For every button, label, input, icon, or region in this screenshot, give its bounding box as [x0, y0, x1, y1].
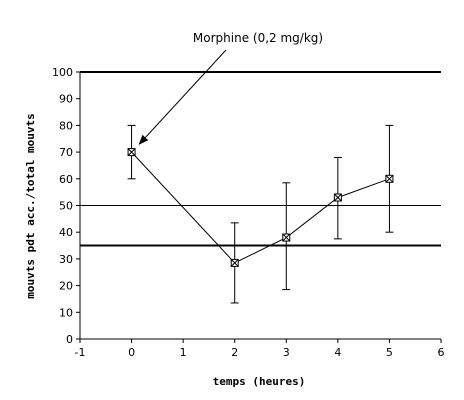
y-tick-label-1: 10 [59, 306, 73, 319]
x-tick-label-5: 4 [334, 346, 341, 359]
y-tick-label-3: 30 [59, 253, 73, 266]
y-axis-title: mouvts pdt acc./total mouvts [24, 113, 37, 298]
series-layer [127, 124, 394, 304]
y-tick-label-9: 90 [59, 93, 73, 106]
x-tick-label-7: 6 [438, 346, 445, 359]
y-tick-label-8: 80 [59, 119, 73, 132]
y-tick-label-0: 0 [66, 333, 73, 346]
annotation-arrow-0 [138, 49, 227, 145]
x-axis-title: temps (heures) [213, 375, 306, 388]
y-tick-label-5: 50 [59, 200, 73, 213]
y-tick-label-6: 60 [59, 173, 73, 186]
x-tick-label-1: 0 [128, 346, 135, 359]
data-point-4 [385, 174, 394, 183]
data-point-0 [127, 148, 136, 157]
marker-cross-b [334, 193, 342, 202]
y-tick-label-7: 70 [59, 146, 73, 159]
marker-cross-b [127, 148, 136, 156]
data-point-2 [282, 233, 291, 242]
x-tick-label-2: 1 [180, 346, 187, 359]
annotation-layer: Morphine (0,2 mg/kg) [138, 31, 323, 145]
y-tick-label-2: 20 [59, 280, 73, 293]
reference-lines-layer [80, 71, 441, 247]
data-point-3 [333, 193, 342, 202]
data-point-1 [230, 258, 239, 267]
x-tick-label-6: 5 [386, 346, 393, 359]
x-tick-label-0: -1 [75, 346, 86, 359]
marker-cross-b [385, 174, 394, 183]
annotation-text-0: Morphine (0,2 mg/kg) [193, 31, 323, 45]
x-tick-label-3: 2 [231, 346, 238, 359]
marker-cross-b [282, 233, 291, 242]
y-tick-label-4: 40 [59, 226, 73, 239]
x-tick-label-4: 3 [283, 346, 290, 359]
marker-cross-b [230, 259, 239, 267]
y-tick-label-10: 100 [52, 66, 73, 79]
